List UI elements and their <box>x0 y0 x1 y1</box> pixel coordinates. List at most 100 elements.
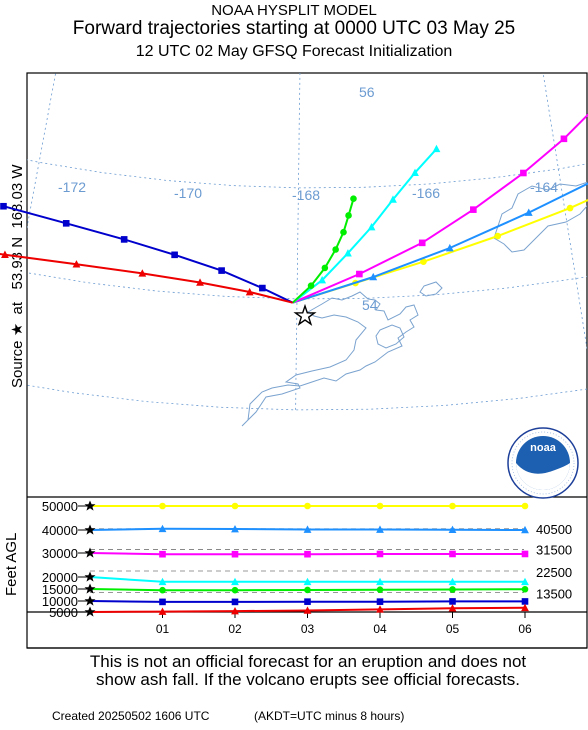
model-name: NOAA HYSPLIT MODEL <box>211 2 377 19</box>
height-series-point <box>304 502 311 510</box>
height-series-point <box>231 607 239 615</box>
height-series-point <box>159 586 166 594</box>
trajectory-tracks <box>0 113 588 304</box>
trajectory-point <box>245 287 254 296</box>
time-tick-label: 04 <box>373 622 387 636</box>
latitude-label: 56 <box>359 84 375 100</box>
height-series-point <box>231 550 239 558</box>
trajectory-point <box>332 246 339 253</box>
longitude-label: -166 <box>412 185 440 201</box>
coastline <box>241 181 587 427</box>
trajectory-point <box>171 251 178 259</box>
time-tick-label: 02 <box>228 622 242 636</box>
height-series-point <box>304 586 311 594</box>
height-series-point <box>449 598 456 605</box>
height-tick-label: 40000 <box>42 523 78 538</box>
height-tick-label: 20000 <box>42 570 78 585</box>
trajectory-point <box>470 206 477 213</box>
start-height-star-icon <box>84 606 96 617</box>
height-series-point <box>231 586 239 594</box>
height-series-point <box>521 598 529 605</box>
height-series-point <box>521 585 529 593</box>
trajectory-point <box>420 258 427 265</box>
height-tick-label: 50000 <box>42 499 78 514</box>
trajectory-line <box>292 198 588 304</box>
height-series-point <box>158 607 167 615</box>
trajectory-point <box>72 260 81 268</box>
meridian-line <box>295 73 301 410</box>
trajectory-point <box>494 232 502 240</box>
trajectory-point <box>120 236 128 243</box>
height-series-point <box>376 598 384 605</box>
disclaimer-line-1: This is not an official forecast for an … <box>89 652 527 671</box>
height-series-point <box>521 550 529 558</box>
source-star-icon <box>293 303 317 326</box>
height-series-point <box>376 550 384 558</box>
time-tick-label: 06 <box>518 622 532 636</box>
trajectory-point <box>344 249 352 257</box>
trajectory-point <box>367 222 376 231</box>
start-height-star-icon <box>84 571 96 582</box>
trajectory-point <box>369 272 378 281</box>
height-series-point <box>521 502 529 510</box>
parallel-line <box>27 272 587 300</box>
height-series-point <box>448 577 457 586</box>
longitude-label: -168 <box>292 187 320 203</box>
trajectory-line <box>292 182 588 304</box>
start-height-star-icon <box>84 547 96 558</box>
trajectory-point <box>318 276 327 284</box>
trajectory-point <box>418 239 426 247</box>
longitude-label: -172 <box>58 179 86 195</box>
trajectory-point <box>560 135 568 143</box>
meridian-line <box>27 73 57 230</box>
trajectory-point <box>445 243 454 252</box>
trajectory-point <box>432 144 441 153</box>
height-series-point <box>376 502 384 510</box>
trajectory-point <box>307 282 315 289</box>
noaa-logo-text: noaa <box>530 442 557 454</box>
trajectory-point <box>196 278 204 286</box>
trajectory-point <box>411 168 419 176</box>
height-series-point <box>158 524 167 533</box>
height-tick-label: 10000 <box>42 594 78 609</box>
height-series-point <box>304 598 311 605</box>
height-series-point <box>231 577 239 586</box>
height-series-point <box>449 550 456 558</box>
parallel-line <box>27 159 587 189</box>
trajectory-point <box>218 267 225 274</box>
reference-level-label: 13500 <box>536 587 572 602</box>
start-height-star-icon <box>84 500 96 511</box>
reference-level-label: 31500 <box>536 543 572 558</box>
height-series-point <box>521 603 529 612</box>
trajectory-point <box>520 169 527 177</box>
latitude-label: 54 <box>362 297 378 313</box>
plot-frame <box>26 72 588 649</box>
height-series-point <box>231 598 239 606</box>
time-tick-label: 03 <box>301 622 315 636</box>
start-height-star-icon <box>84 595 96 606</box>
height-series-point <box>304 550 311 558</box>
height-series-point <box>448 604 457 612</box>
timezone-note: (AKDT=UTC minus 8 hours) <box>254 709 405 723</box>
height-series-point <box>231 524 239 533</box>
height-series-point <box>449 502 456 510</box>
trajectory-point <box>566 204 574 212</box>
graticule-labels: -172 -170 -168 -166 -164 56 54 <box>58 84 558 313</box>
height-series-point <box>303 577 312 586</box>
trajectory-point <box>340 228 347 236</box>
height-series-point <box>521 525 529 534</box>
trajectory-point <box>524 208 533 216</box>
height-tick-label: 15000 <box>42 582 78 597</box>
height-series-point <box>159 598 166 606</box>
trajectory-point <box>259 284 266 292</box>
time-tick-label: 01 <box>156 622 170 636</box>
parallel-line <box>27 384 587 411</box>
reference-level-label: 22500 <box>536 565 572 580</box>
height-series-point <box>303 606 312 614</box>
trajectory-line <box>3 205 294 304</box>
trajectory-point <box>389 195 397 203</box>
height-series-point <box>159 550 166 558</box>
height-series-point <box>376 577 384 586</box>
height-series-point <box>449 586 456 593</box>
